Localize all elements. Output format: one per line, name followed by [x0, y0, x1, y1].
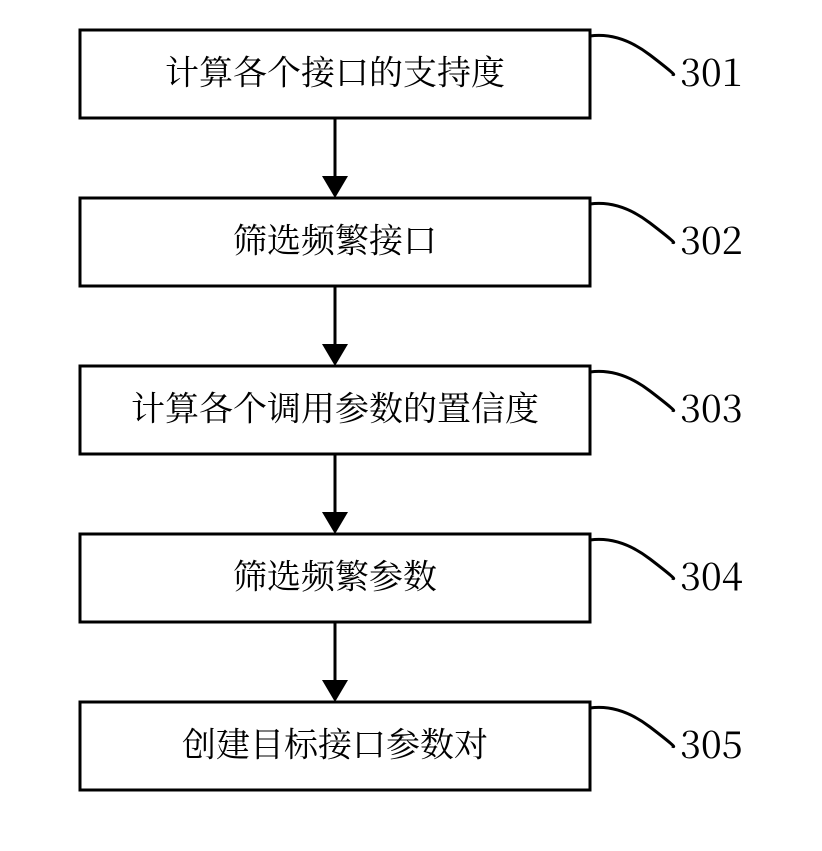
ref-label-n4: 304: [680, 546, 743, 601]
flowchart: 计算各个接口的支持度 301 筛选频繁接口 302 计算各个调用参数的置信度 303 筛选频…: [0, 0, 822, 851]
ref-label-n3: 303: [680, 378, 743, 433]
leader-n4: [590, 539, 674, 578]
ref-label-n2: 302: [680, 210, 743, 265]
flow-node-label-n4: 筛选频繁参数: [233, 550, 437, 599]
ref-label-n1: 301: [680, 42, 743, 97]
flow-node-label-n1: 计算各个接口的支持度: [165, 46, 505, 95]
flow-node-label-n5: 创建目标接口参数对: [182, 718, 488, 767]
ref-label-n5: 305: [680, 714, 743, 769]
flow-node-label-n2: 筛选频繁接口: [233, 214, 437, 263]
leader-n3: [590, 371, 674, 410]
leader-n5: [590, 707, 674, 746]
arrow-head-0: [322, 176, 348, 198]
arrow-head-3: [322, 680, 348, 702]
leader-n1: [590, 35, 674, 74]
arrow-head-2: [322, 512, 348, 534]
leader-n2: [590, 203, 674, 242]
flow-node-label-n3: 计算各个调用参数的置信度: [131, 382, 539, 431]
arrow-head-1: [322, 344, 348, 366]
